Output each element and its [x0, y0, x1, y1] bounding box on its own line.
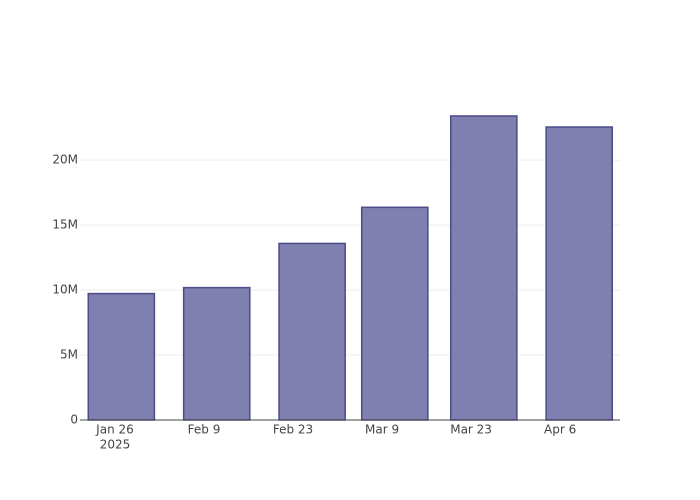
- bar: [545, 126, 614, 421]
- y-tick-label: 20M: [52, 153, 78, 167]
- bar: [182, 286, 251, 421]
- y-tick-label: 10M: [52, 283, 78, 297]
- x-tick-label: Jan 26: [95, 423, 134, 437]
- x-tick-label: Feb 23: [273, 423, 313, 437]
- x-year-label: 2025: [100, 438, 131, 452]
- bar: [87, 292, 156, 421]
- y-tick-label: 5M: [60, 348, 78, 362]
- bar: [278, 242, 346, 421]
- x-tick-label: Feb 9: [188, 423, 221, 437]
- bar: [360, 206, 429, 421]
- bar: [449, 115, 518, 421]
- x-tick-label: Mar 9: [365, 423, 399, 437]
- y-tick-label: 15M: [52, 218, 78, 232]
- x-tick-label: Mar 23: [450, 423, 492, 437]
- x-tick-label: Apr 6: [544, 423, 576, 437]
- y-tick-label: 0: [70, 413, 78, 427]
